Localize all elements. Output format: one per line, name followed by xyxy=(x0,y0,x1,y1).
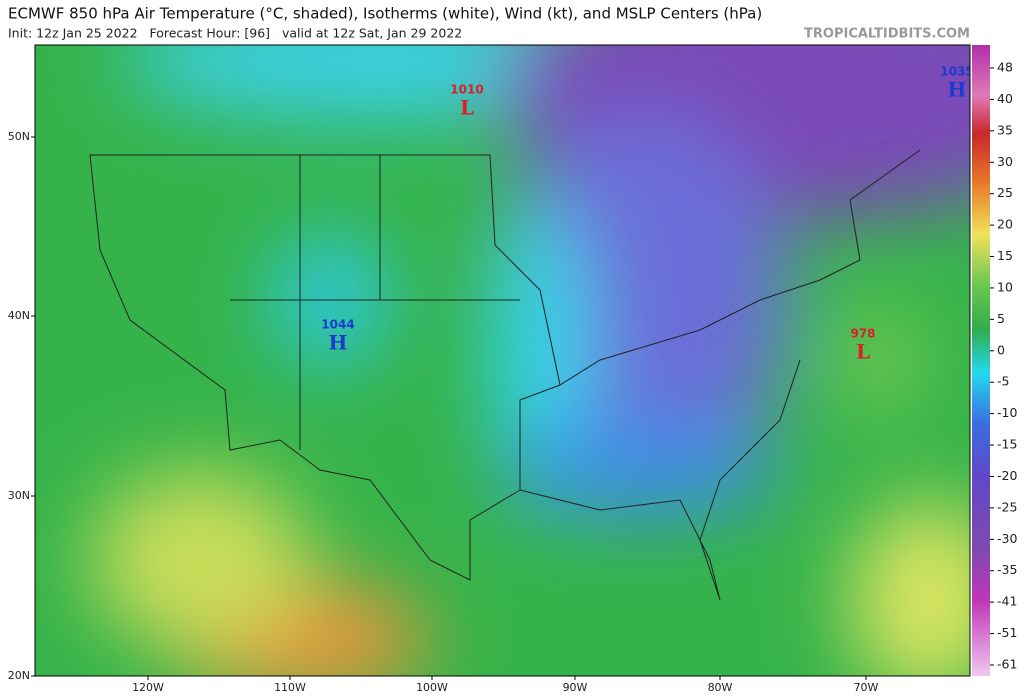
colorbar-label: 10 xyxy=(997,279,1013,294)
source: TROPICALTIDBITS.COM xyxy=(804,27,970,42)
colorbar-label: 30 xyxy=(997,154,1013,169)
colorbar-label: -35 xyxy=(997,562,1017,577)
colorbar-label: -51 xyxy=(997,625,1017,640)
colorbar-label: 25 xyxy=(997,185,1013,200)
colorbar-label: -30 xyxy=(997,531,1017,546)
pressure-value: 1035 xyxy=(940,65,973,79)
colorbar-label: -10 xyxy=(997,405,1017,420)
pressure-letter: L xyxy=(856,340,870,364)
colorbar-label: -41 xyxy=(997,594,1017,609)
colorbar-label: -15 xyxy=(997,437,1017,452)
pressure-letter: H xyxy=(948,78,967,102)
lon-label: 80W xyxy=(708,681,733,694)
lat-label: 40N xyxy=(8,309,30,322)
axes: 50N 40N 30N 20N 120W 110W 100W 90W 80W 70W 48 40 35 3… xyxy=(8,60,1018,695)
map-frame xyxy=(34,44,971,677)
pressure-value: 978 xyxy=(850,327,875,341)
colorbar-label: 35 xyxy=(997,122,1013,137)
subtitle: Init: 12z Jan 25 2022 Forecast Hour: [96… xyxy=(8,26,462,41)
lat-label: 50N xyxy=(8,130,30,143)
colorbar-label: -5 xyxy=(997,374,1009,389)
colorbar-label: 20 xyxy=(997,217,1013,232)
colorbar-label: -25 xyxy=(997,499,1017,514)
lon-label: 100W xyxy=(416,681,448,694)
colorbar-label: 0 xyxy=(997,342,1005,357)
lat-label: 30N xyxy=(8,489,30,502)
colorbar-label: 5 xyxy=(997,311,1005,326)
pressure-value: 1010 xyxy=(450,83,483,97)
colorbar xyxy=(972,45,990,676)
pressure-letter: H xyxy=(329,331,348,355)
colorbar-label: 15 xyxy=(997,248,1013,263)
lat-label: 20N xyxy=(8,669,30,682)
lon-label: 120W xyxy=(132,681,164,694)
colorbar-label: -20 xyxy=(997,468,1017,483)
lon-label: 90W xyxy=(563,681,588,694)
colorbar-label: 40 xyxy=(997,91,1013,106)
colorbar-label: 48 xyxy=(997,60,1013,75)
lon-label: 110W xyxy=(274,681,306,694)
pressure-letter: L xyxy=(460,96,474,120)
pressure-value: 1044 xyxy=(321,318,354,332)
lon-label: 70W xyxy=(854,681,879,694)
title: ECMWF 850 hPa Air Temperature (°C, shade… xyxy=(8,5,762,23)
colorbar-label: -61 xyxy=(997,657,1017,672)
